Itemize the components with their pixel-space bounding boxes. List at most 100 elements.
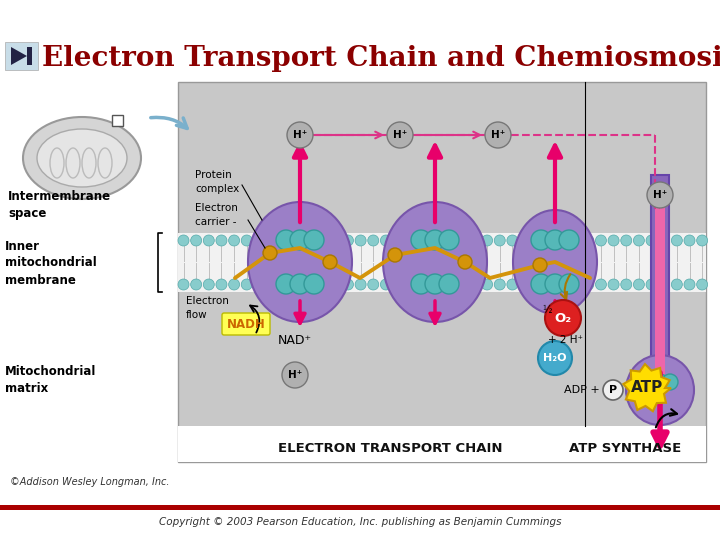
Circle shape: [557, 279, 569, 290]
Text: Inner
mitochondrial
membrane: Inner mitochondrial membrane: [5, 240, 96, 287]
Circle shape: [241, 279, 252, 290]
Text: ELECTRON TRANSPORT CHAIN: ELECTRON TRANSPORT CHAIN: [278, 442, 503, 455]
Polygon shape: [11, 47, 27, 65]
Circle shape: [647, 182, 673, 208]
Circle shape: [216, 279, 227, 290]
Circle shape: [582, 279, 594, 290]
Circle shape: [582, 235, 594, 246]
Circle shape: [425, 230, 445, 250]
Circle shape: [418, 235, 429, 246]
Text: H⁺: H⁺: [393, 130, 407, 140]
Circle shape: [411, 274, 431, 294]
Circle shape: [595, 279, 606, 290]
Circle shape: [279, 235, 290, 246]
Bar: [651, 175, 669, 405]
Circle shape: [292, 235, 303, 246]
Circle shape: [191, 235, 202, 246]
Circle shape: [431, 235, 442, 246]
Circle shape: [355, 235, 366, 246]
Circle shape: [520, 235, 531, 246]
Circle shape: [652, 374, 668, 390]
Text: Copyright © 2003 Pearson Education, Inc. publishing as Benjamin Cummings: Copyright © 2003 Pearson Education, Inc.…: [158, 517, 562, 527]
Text: P: P: [609, 385, 617, 395]
Circle shape: [684, 235, 695, 246]
Circle shape: [482, 279, 492, 290]
Circle shape: [330, 235, 341, 246]
Text: H₂O: H₂O: [544, 353, 567, 363]
Circle shape: [697, 235, 708, 246]
Circle shape: [317, 235, 328, 246]
Circle shape: [634, 235, 644, 246]
Circle shape: [608, 279, 619, 290]
Text: Intermembrane
space: Intermembrane space: [8, 190, 111, 220]
Circle shape: [531, 230, 551, 250]
Circle shape: [323, 255, 337, 269]
Ellipse shape: [383, 202, 487, 322]
Circle shape: [538, 341, 572, 375]
Circle shape: [439, 230, 459, 250]
Circle shape: [282, 362, 308, 388]
Circle shape: [671, 279, 683, 290]
Circle shape: [570, 235, 581, 246]
Text: Electron
flow: Electron flow: [186, 296, 229, 320]
Circle shape: [444, 279, 454, 290]
Circle shape: [531, 274, 551, 294]
Bar: [178, 233, 706, 292]
Circle shape: [507, 279, 518, 290]
Circle shape: [671, 235, 683, 246]
Circle shape: [178, 279, 189, 290]
Text: Mitochondrial
matrix: Mitochondrial matrix: [5, 365, 96, 395]
Text: ATP: ATP: [631, 381, 663, 395]
Circle shape: [380, 235, 392, 246]
Circle shape: [532, 279, 543, 290]
Circle shape: [444, 235, 454, 246]
Circle shape: [178, 235, 189, 246]
Circle shape: [355, 279, 366, 290]
Text: H⁺: H⁺: [288, 370, 302, 380]
Circle shape: [603, 380, 623, 400]
Ellipse shape: [513, 210, 597, 314]
Circle shape: [659, 235, 670, 246]
Circle shape: [646, 279, 657, 290]
Circle shape: [608, 235, 619, 246]
Circle shape: [388, 248, 402, 262]
Ellipse shape: [23, 117, 141, 199]
Bar: [27, 47, 32, 65]
Text: ½: ½: [542, 305, 552, 315]
Circle shape: [343, 279, 354, 290]
Circle shape: [368, 279, 379, 290]
Circle shape: [456, 235, 467, 246]
Text: H⁺: H⁺: [491, 130, 505, 140]
Circle shape: [662, 374, 678, 390]
Circle shape: [317, 279, 328, 290]
Circle shape: [276, 274, 296, 294]
Text: Electron Transport Chain and Chemiosmosis: Electron Transport Chain and Chemiosmosi…: [42, 44, 720, 71]
Circle shape: [684, 279, 695, 290]
Text: NADH: NADH: [227, 318, 266, 330]
Circle shape: [545, 230, 565, 250]
Circle shape: [393, 235, 404, 246]
Circle shape: [304, 230, 324, 250]
Circle shape: [469, 235, 480, 246]
Circle shape: [621, 235, 631, 246]
Bar: [112, 115, 123, 126]
Circle shape: [287, 122, 313, 148]
Circle shape: [439, 274, 459, 294]
Circle shape: [405, 235, 417, 246]
Bar: [178, 426, 706, 462]
Circle shape: [254, 235, 265, 246]
Circle shape: [304, 274, 324, 294]
Circle shape: [431, 279, 442, 290]
Circle shape: [380, 279, 392, 290]
Circle shape: [203, 279, 215, 290]
Circle shape: [520, 279, 531, 290]
Circle shape: [216, 235, 227, 246]
Circle shape: [595, 235, 606, 246]
Circle shape: [545, 274, 565, 294]
Circle shape: [458, 255, 472, 269]
Circle shape: [494, 279, 505, 290]
Circle shape: [545, 300, 581, 336]
Circle shape: [290, 274, 310, 294]
Circle shape: [559, 274, 579, 294]
Text: + 2 H⁺: + 2 H⁺: [547, 335, 582, 345]
